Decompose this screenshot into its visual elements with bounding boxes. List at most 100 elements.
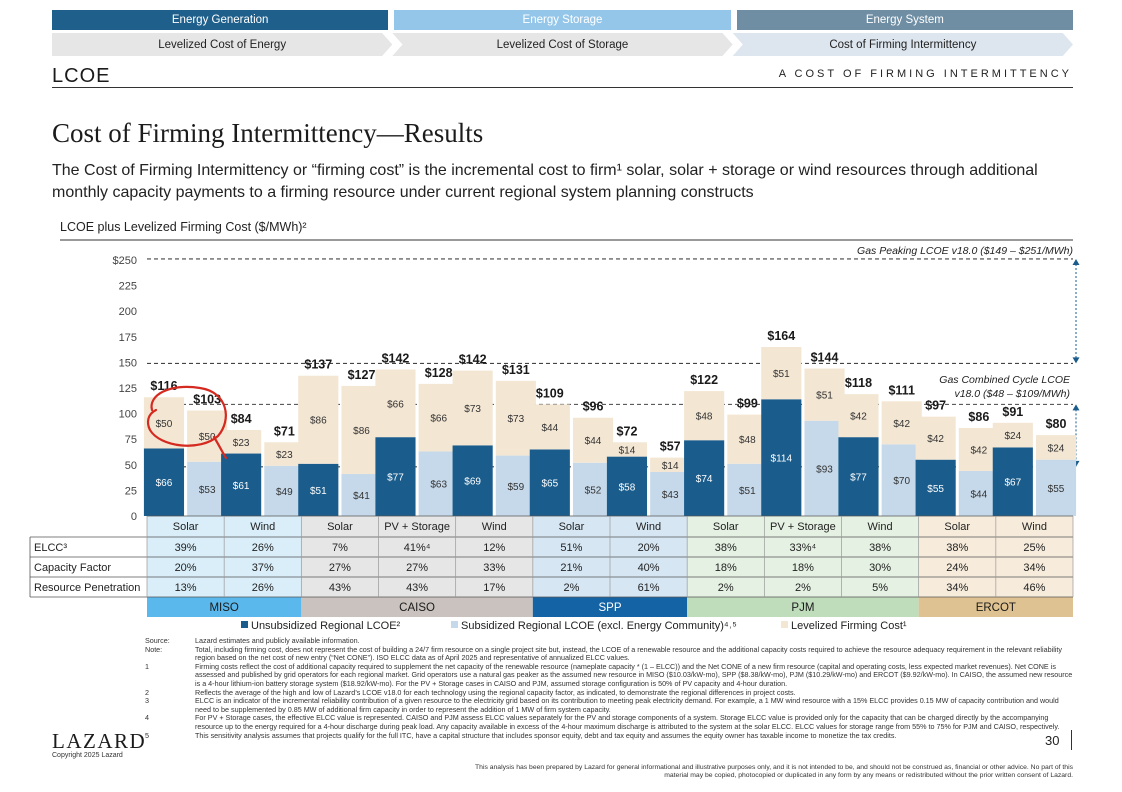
bar-firming-cost xyxy=(418,383,459,452)
bar-subsidized xyxy=(958,470,999,516)
table-cell: 24% xyxy=(946,562,968,574)
footnote-text: Lazard estimates and publicly available … xyxy=(195,636,360,645)
bar-unsubsidized xyxy=(992,447,1033,516)
chevron-lcoe[interactable]: Levelized Cost of Energy xyxy=(52,33,393,56)
bar-unsubsidized xyxy=(915,459,956,516)
table-cell: 37% xyxy=(252,562,274,574)
region-label: CAISO xyxy=(399,602,435,614)
firming-value-label: $51 xyxy=(773,369,790,380)
firming-value-label: $50 xyxy=(199,432,216,443)
base-value-label: $44 xyxy=(971,489,988,500)
chevron-firming[interactable]: Cost of Firming Intermittency xyxy=(732,33,1073,56)
bar-firming-cost xyxy=(881,401,922,445)
table-cell: 21% xyxy=(560,562,582,574)
table-cell: 27% xyxy=(406,562,428,574)
base-value-label: $63 xyxy=(430,480,447,491)
table-cell: 40% xyxy=(638,562,660,574)
firming-value-label: $86 xyxy=(353,426,370,437)
bar-firming-cost xyxy=(684,391,725,441)
total-value-label: $128 xyxy=(425,366,453,380)
page-subtitle: The Cost of Firming Intermittency or “fi… xyxy=(52,162,1038,201)
footnote-text: Total, including firming cost, does not … xyxy=(195,644,1062,663)
footnote-text: ELCC is an indicator of the incremental … xyxy=(195,696,1059,714)
bar-unsubsidized xyxy=(606,456,648,516)
bar-unsubsidized xyxy=(452,445,493,516)
table-cell: 43% xyxy=(329,582,351,594)
bar-firming-cost xyxy=(992,422,1033,448)
resource-type-label: Solar xyxy=(173,521,199,533)
region-label: ERCOT xyxy=(976,602,1016,614)
firming-value-label: $42 xyxy=(850,412,867,423)
bar-firming-cost xyxy=(804,368,845,421)
y-tick-label: 0 xyxy=(131,511,137,523)
base-value-label: $61 xyxy=(233,481,250,492)
bar-subsidized xyxy=(727,463,768,516)
table-cell: 18% xyxy=(792,562,814,574)
table-cell: 5% xyxy=(872,582,888,594)
bar-firming-cost xyxy=(727,414,768,464)
chevron-lcos[interactable]: Levelized Cost of Storage xyxy=(392,33,733,56)
base-value-label: $43 xyxy=(662,490,679,501)
footnote-key: Note: xyxy=(145,644,163,654)
tab-energy-generation[interactable]: Energy Generation xyxy=(52,10,389,30)
base-value-label: $77 xyxy=(387,473,404,484)
y-tick-label: $250 xyxy=(113,255,137,267)
bar-firming-cost xyxy=(606,442,648,457)
table-cell: 33%⁴ xyxy=(790,542,817,554)
firming-value-label: $48 xyxy=(739,435,756,446)
total-value-label: $84 xyxy=(231,412,252,426)
bar-firming-cost xyxy=(958,427,999,471)
base-value-label: $114 xyxy=(771,454,793,465)
y-tick-label: 200 xyxy=(119,306,137,318)
resource-type-label: PV + Storage xyxy=(384,521,450,533)
base-value-label: $59 xyxy=(508,482,525,493)
resource-type-label: PV + Storage xyxy=(770,521,836,533)
bar-firming-cost xyxy=(221,429,262,454)
page-number: 30 xyxy=(1045,733,1060,748)
bar-firming-cost xyxy=(298,375,339,464)
total-value-label: $57 xyxy=(660,440,681,454)
table-cell: 2% xyxy=(718,582,734,594)
firming-value-label: $73 xyxy=(464,404,481,415)
table-cell: 26% xyxy=(252,542,274,554)
total-value-label: $131 xyxy=(502,363,530,377)
footnote-key: 5 xyxy=(145,730,149,740)
footnote-key: Source: xyxy=(145,636,170,645)
base-value-label: $58 xyxy=(619,482,636,493)
bar-subsidized xyxy=(1035,459,1077,516)
y-tick-label: 150 xyxy=(119,357,137,369)
legend-label: Levelized Firming Cost¹ xyxy=(791,620,907,632)
resource-type-label: Solar xyxy=(559,521,585,533)
firming-value-label: $44 xyxy=(585,436,602,447)
table-cell: 41%⁴ xyxy=(404,542,431,554)
firming-value-label: $50 xyxy=(156,419,173,430)
footnote-key: 3 xyxy=(145,696,149,706)
firming-value-label: $23 xyxy=(276,450,293,461)
tab-energy-storage[interactable]: Energy Storage xyxy=(394,10,731,30)
bar-firming-cost xyxy=(375,369,416,438)
arrow-down-icon xyxy=(1072,357,1080,364)
bar-firming-cost xyxy=(529,404,570,450)
total-value-label: $122 xyxy=(690,373,718,387)
region-label-bar xyxy=(301,597,533,617)
footnote-row: 1 Firming costs reflect the cost of addit… xyxy=(145,662,1075,689)
total-value-label: $96 xyxy=(583,400,604,414)
legend-swatch xyxy=(241,621,248,628)
y-tick-label: 125 xyxy=(119,383,137,395)
legend-label: Subsidized Regional LCOE (excl. Energy C… xyxy=(461,620,737,632)
bar-firming-cost xyxy=(572,417,614,463)
bar-firming-cost xyxy=(838,394,879,438)
table-cell: 34% xyxy=(946,582,968,594)
firming-value-label: $51 xyxy=(816,391,833,402)
total-value-label: $97 xyxy=(925,399,946,413)
bar-unsubsidized xyxy=(143,448,185,516)
region-label: SPP xyxy=(598,602,621,614)
footnotes: Source: Lazard estimates and publicly ava… xyxy=(145,636,1075,740)
gas-cc-label: Gas Combined Cycle LCOE xyxy=(939,374,1071,386)
footnote-row: 2 Reflects the average of the high and lo… xyxy=(145,688,1075,698)
footnote-row: 3 ELCC is an indicator of the incremental… xyxy=(145,696,1075,714)
page-number-divider xyxy=(1071,730,1072,750)
region-label: MISO xyxy=(209,602,238,614)
tab-energy-system[interactable]: Energy System xyxy=(736,10,1073,30)
footnote-text: For PV + Storage cases, the effective EL… xyxy=(195,713,1060,731)
